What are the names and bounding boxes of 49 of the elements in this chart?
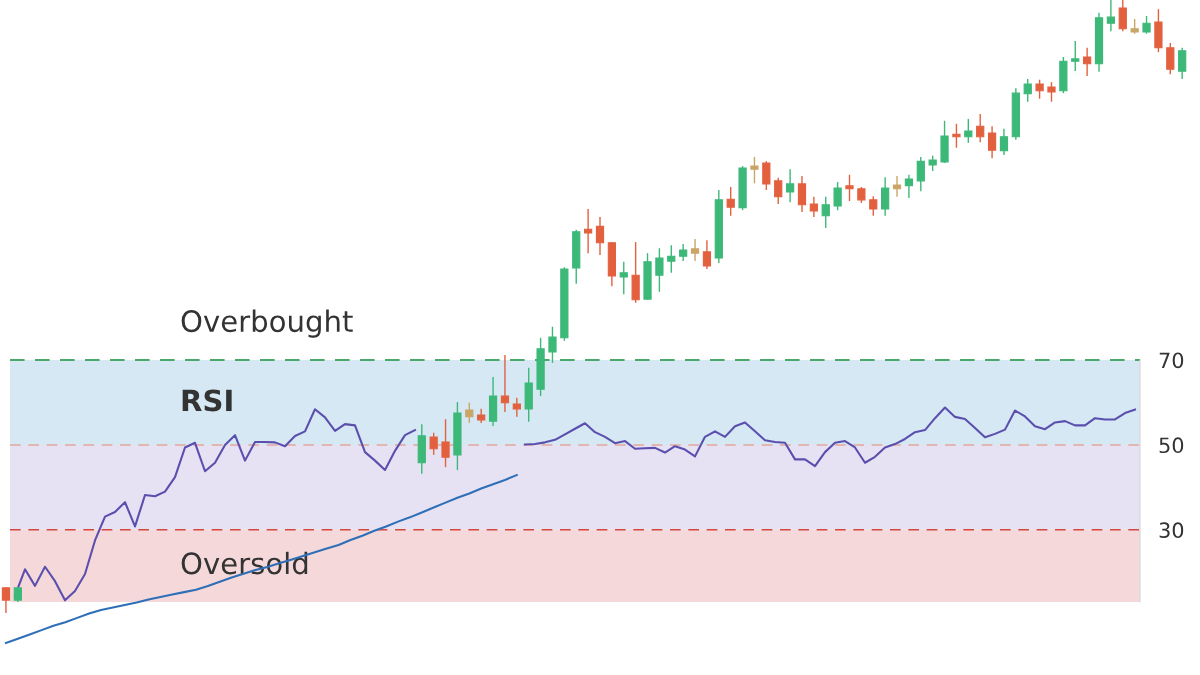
candlestick [845, 173, 854, 202]
candlestick [726, 186, 735, 217]
y-tick-label: 70 [1159, 352, 1184, 369]
y-tick-label: 30 [1159, 522, 1184, 539]
candlestick [797, 175, 807, 213]
candlestick [976, 113, 985, 143]
candlestick [655, 247, 664, 293]
candlestick [595, 216, 605, 256]
candlestick [833, 181, 842, 211]
candlestick [1166, 42, 1175, 75]
candlestick [987, 125, 997, 159]
candlestick [702, 239, 712, 270]
candlestick [667, 244, 676, 274]
candlestick [762, 160, 771, 191]
candlestick [583, 208, 593, 254]
candlestick [548, 326, 557, 364]
candlestick [1047, 81, 1056, 103]
candlestick [1, 586, 11, 614]
y-tick-label: 50 [1159, 437, 1184, 454]
candlestick [1178, 47, 1187, 80]
candlestick [1106, 0, 1116, 32]
candlestick [512, 397, 521, 418]
candlestick [750, 156, 759, 184]
candlestick [952, 123, 961, 149]
candlestick [999, 128, 1009, 156]
candlestick [892, 175, 902, 198]
candlestick [904, 173, 914, 199]
candlestick [1071, 40, 1080, 72]
candlestick [821, 196, 830, 229]
candlestick [465, 402, 474, 424]
candlestick [785, 168, 795, 203]
candlestick [869, 195, 878, 217]
candlestick [881, 176, 890, 217]
candlestick [500, 354, 510, 413]
candlestick [1023, 78, 1032, 103]
candlestick [690, 238, 700, 262]
candlestick [619, 261, 628, 295]
candlestick [964, 118, 973, 144]
candlestick [809, 196, 818, 218]
candlestick [1035, 78, 1044, 100]
candlestick [441, 418, 450, 468]
candlestick [1083, 47, 1092, 77]
candlestick [916, 156, 925, 192]
candlestick [1118, 0, 1127, 32]
ref-line-label: Overbought [181, 309, 353, 338]
candlestick [429, 432, 438, 456]
annotation: RSI [182, 389, 232, 412]
line-series [523, 406, 1137, 468]
candlestick [774, 177, 783, 205]
